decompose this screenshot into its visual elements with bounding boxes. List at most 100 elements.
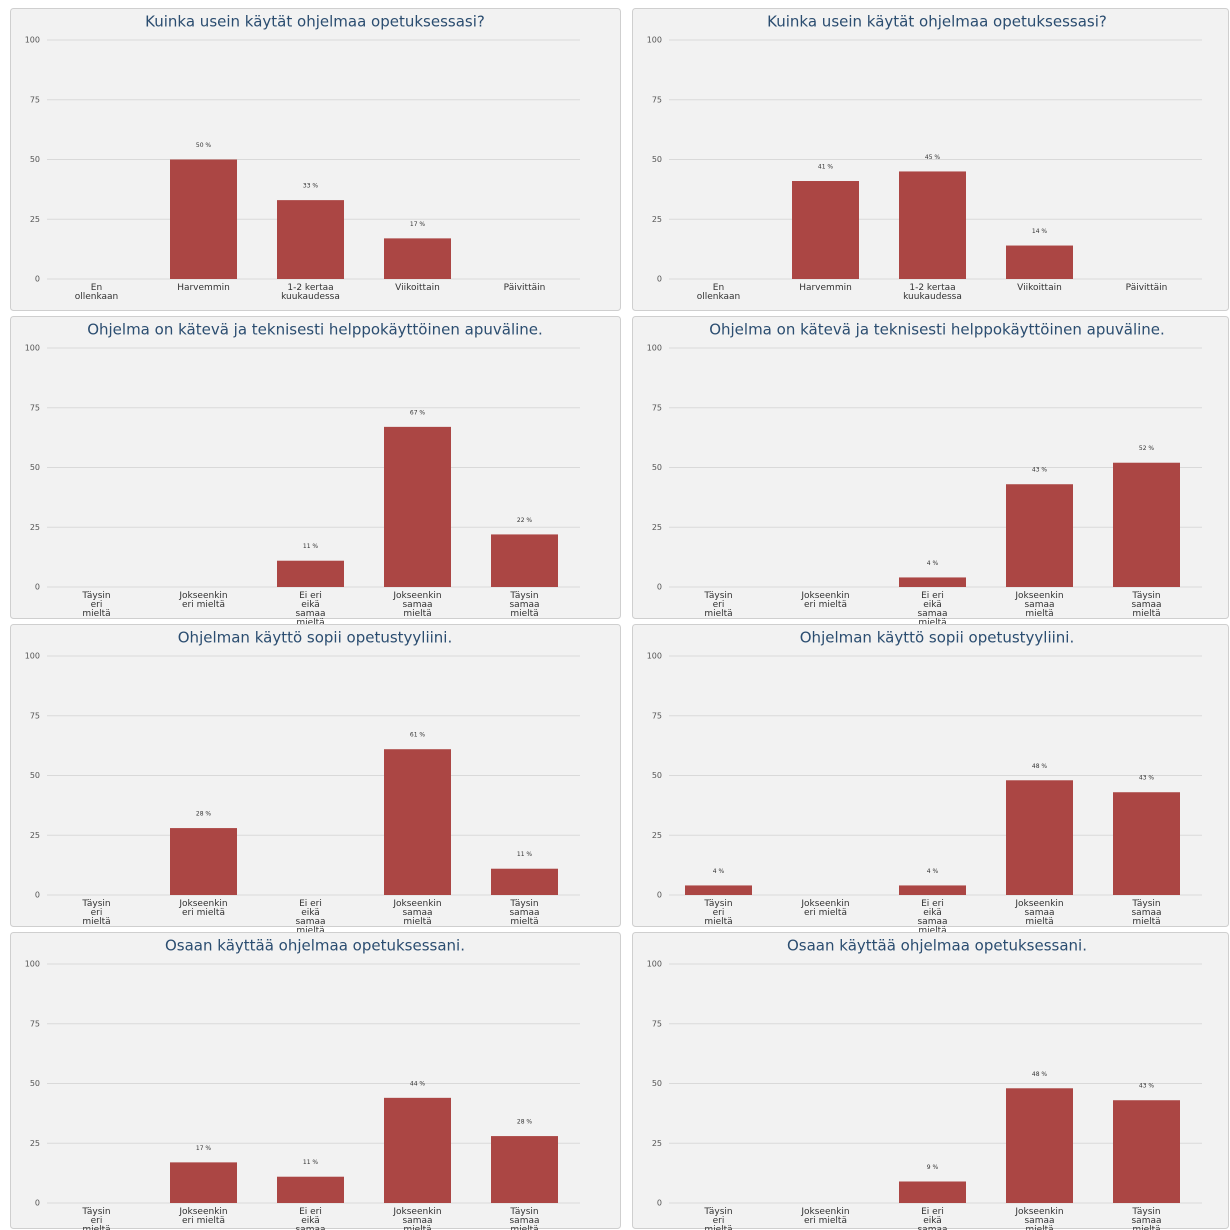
x-tick-label: Jokseenkin eri mieltä — [800, 899, 849, 918]
bar — [792, 181, 859, 279]
chart-title: Kuinka usein käytät ohjelmaa opetuksessa… — [767, 13, 1107, 31]
x-tick-label: Jokseenkin eri mieltä — [178, 1207, 227, 1226]
x-tick-label: Täysin samaa mieltä — [509, 591, 539, 619]
x-tick-label: Jokseenkin samaa mieltä — [392, 1207, 441, 1230]
data-label: 28 % — [517, 1119, 533, 1126]
y-tick-label: 50 — [652, 1079, 662, 1088]
y-tick-label: 0 — [35, 275, 40, 284]
x-tick-label: Jokseenkin eri mieltä — [800, 1207, 849, 1226]
y-tick-label: 75 — [30, 403, 40, 412]
bar — [1006, 1088, 1073, 1203]
data-label: 9 % — [927, 1164, 939, 1171]
panel-background — [10, 932, 621, 1229]
y-tick-label: 100 — [647, 36, 662, 45]
x-tick-label: Täysin eri mieltä — [81, 1207, 110, 1230]
data-label: 11 % — [303, 543, 319, 550]
x-tick-label: Harvemmin — [177, 283, 230, 293]
data-label: 17 % — [196, 1145, 212, 1152]
bar — [899, 577, 966, 587]
chart-title: Ohjelman käyttö sopii opetustyyliini. — [800, 629, 1074, 647]
data-label: 33 % — [303, 183, 319, 190]
x-tick-label: Viikoittain — [1017, 283, 1062, 293]
y-tick-label: 50 — [652, 155, 662, 164]
x-tick-label: Täysin eri mieltä — [703, 899, 732, 927]
y-tick-label: 25 — [652, 831, 662, 840]
y-tick-label: 75 — [30, 711, 40, 720]
x-tick-label: Jokseenkin samaa mieltä — [1014, 899, 1063, 927]
x-tick-label: Täysin samaa mieltä — [1131, 1207, 1161, 1230]
chart-title: Kuinka usein käytät ohjelmaa opetuksessa… — [145, 13, 485, 31]
y-tick-label: 0 — [657, 275, 662, 284]
y-tick-label: 100 — [25, 344, 40, 353]
y-tick-label: 75 — [652, 711, 662, 720]
y-tick-label: 0 — [35, 583, 40, 592]
y-tick-label: 0 — [35, 1199, 40, 1208]
x-tick-label: Jokseenkin eri mieltä — [178, 899, 227, 918]
y-tick-label: 50 — [652, 771, 662, 780]
y-tick-label: 100 — [647, 344, 662, 353]
bar — [1113, 792, 1180, 895]
bar — [170, 1162, 237, 1203]
chart-panel: Ohjelman käyttö sopii opetustyyliini. 0 25… — [10, 624, 621, 936]
x-tick-label: Täysin eri mieltä — [81, 899, 110, 927]
x-tick-label: Jokseenkin eri mieltä — [178, 591, 227, 610]
data-label: 28 % — [196, 811, 212, 818]
chart-panel: Osaan käyttää ohjelmaa opetuksessani. 0 25… — [10, 932, 621, 1230]
x-tick-label: Täysin samaa mieltä — [509, 1207, 539, 1230]
data-label: 52 % — [1139, 445, 1155, 452]
data-label: 4 % — [927, 868, 939, 875]
x-tick-label: Jokseenkin samaa mieltä — [1014, 1207, 1063, 1230]
y-tick-label: 0 — [657, 1199, 662, 1208]
x-tick-label: Jokseenkin eri mieltä — [800, 591, 849, 610]
y-tick-label: 0 — [657, 583, 662, 592]
bar — [384, 426, 451, 587]
y-tick-label: 50 — [30, 463, 40, 472]
x-tick-label: Täysin samaa mieltä — [1131, 899, 1161, 927]
y-tick-label: 100 — [25, 960, 40, 969]
x-tick-label: Harvemmin — [799, 283, 852, 293]
y-tick-label: 25 — [652, 215, 662, 224]
bar — [384, 749, 451, 895]
panel-background — [632, 932, 1229, 1229]
bar — [1113, 1100, 1180, 1203]
data-label: 11 % — [303, 1159, 319, 1166]
data-label: 61 % — [410, 732, 426, 739]
bar — [899, 1181, 966, 1203]
chart-title: Osaan käyttää ohjelmaa opetuksessani. — [787, 937, 1087, 955]
data-label: 44 % — [410, 1080, 426, 1087]
x-tick-label: Täysin eri mieltä — [81, 591, 110, 619]
y-tick-label: 25 — [30, 215, 40, 224]
y-tick-label: 50 — [652, 463, 662, 472]
bar — [1006, 245, 1073, 279]
data-label: 48 % — [1032, 1071, 1048, 1078]
data-label: 48 % — [1032, 763, 1048, 770]
chart-title: Ohjelma on kätevä ja teknisesti helppokä… — [87, 321, 543, 339]
x-tick-label: Jokseenkin samaa mieltä — [1014, 591, 1063, 619]
x-tick-label: Päivittäin — [504, 283, 546, 293]
chart-title: Ohjelman käyttö sopii opetustyyliini. — [178, 629, 452, 647]
y-tick-label: 0 — [35, 891, 40, 900]
bar — [491, 534, 558, 587]
y-tick-label: 25 — [30, 831, 40, 840]
bar — [1113, 462, 1180, 587]
y-tick-label: 100 — [25, 36, 40, 45]
x-tick-label: Jokseenkin samaa mieltä — [392, 591, 441, 619]
bar — [899, 885, 966, 895]
data-label: 14 % — [1032, 228, 1048, 235]
y-tick-label: 75 — [652, 1019, 662, 1028]
y-tick-label: 75 — [652, 95, 662, 104]
bar — [1006, 780, 1073, 895]
chart-panel: Osaan käyttää ohjelmaa opetuksessani. 0 25… — [632, 932, 1229, 1230]
chart-panel: Ohjelma on kätevä ja teknisesti helppokä… — [10, 316, 621, 628]
bar — [1006, 484, 1073, 587]
bar — [685, 885, 752, 895]
x-tick-label: Täysin samaa mieltä — [1131, 591, 1161, 619]
data-label: 4 % — [927, 560, 939, 567]
y-tick-label: 50 — [30, 155, 40, 164]
